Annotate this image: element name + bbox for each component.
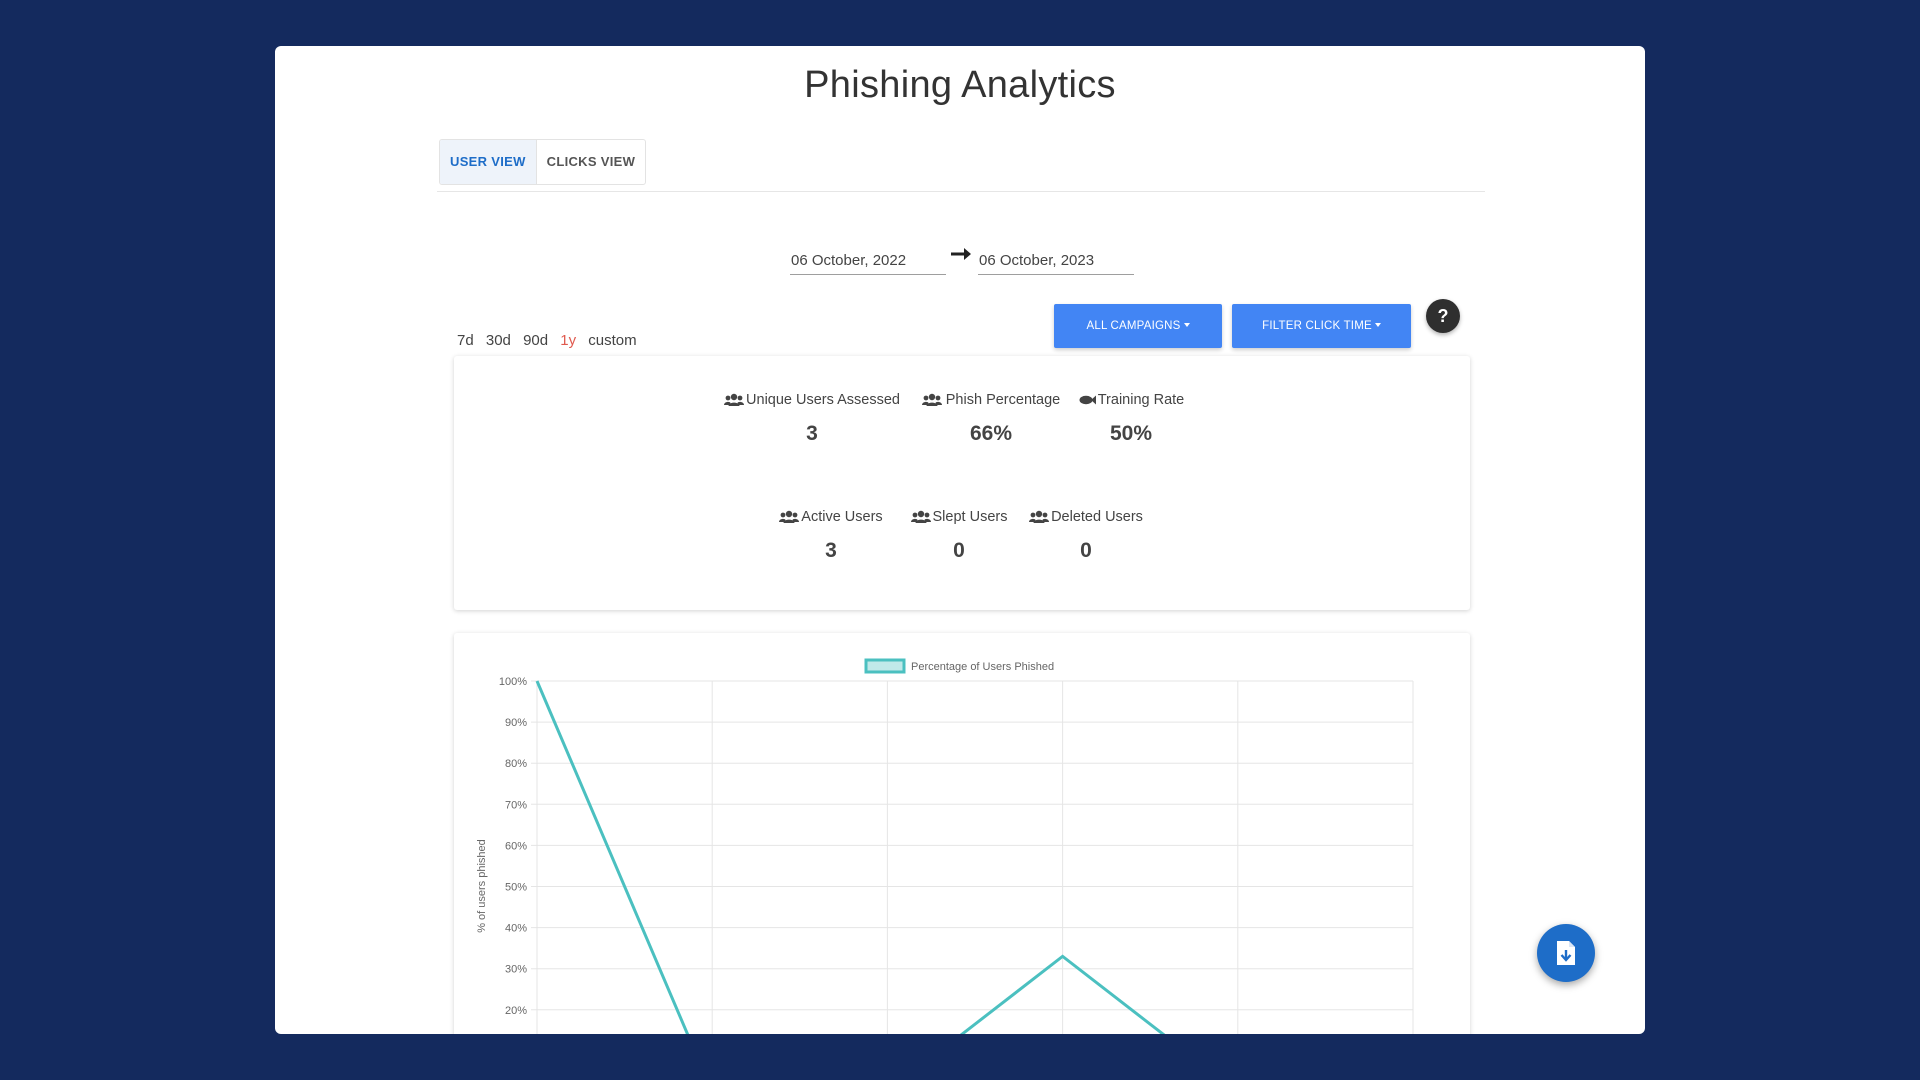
legend-swatch bbox=[864, 658, 906, 674]
download-report-button[interactable] bbox=[1537, 924, 1595, 982]
range-7d[interactable]: 7d bbox=[457, 332, 474, 349]
users-icon bbox=[910, 510, 931, 523]
y-tick-label: 70% bbox=[505, 799, 527, 811]
stat-slept-users: Slept Users 0 bbox=[904, 509, 1014, 563]
tab-user-view[interactable]: USER VIEW bbox=[440, 140, 537, 184]
arrow-right-icon bbox=[951, 248, 971, 260]
stat-active-users: Active Users 3 bbox=[776, 509, 886, 563]
phish-percentage-value: 66% bbox=[969, 422, 1013, 445]
chart-card: 100% 90% 80% 70% 60% 50% 40% 30% 20% % of users … bbox=[454, 633, 1470, 1034]
all-campaigns-label: ALL CAMPAIGNS bbox=[1086, 320, 1181, 332]
stats-card: Unique Users Assessed 3 Phish Percentage… bbox=[454, 356, 1470, 610]
range-selector: 7d 30d 90d 1y custom bbox=[457, 332, 645, 349]
range-90d[interactable]: 90d bbox=[523, 332, 549, 349]
y-tick-label: 20% bbox=[505, 1005, 527, 1017]
y-tick-label: 50% bbox=[505, 882, 527, 894]
filter-click-time-label: FILTER CLICK TIME bbox=[1262, 320, 1372, 332]
stat-training-rate: Training Rate 50% bbox=[1071, 392, 1191, 446]
caret-down-icon bbox=[1183, 323, 1190, 327]
caret-down-icon bbox=[1374, 323, 1381, 327]
slept-users-label: Slept Users bbox=[932, 509, 1008, 525]
analytics-panel: Phishing Analytics USER VIEW CLICKS VIEW… bbox=[275, 46, 1645, 1034]
stat-unique-users: Unique Users Assessed 3 bbox=[722, 392, 902, 446]
tabs-divider bbox=[437, 191, 1485, 192]
phish-percentage-label: Phish Percentage bbox=[945, 392, 1061, 408]
range-custom[interactable]: custom bbox=[588, 332, 637, 349]
all-campaigns-dropdown[interactable]: ALL CAMPAIGNS bbox=[1054, 304, 1222, 348]
y-tick-label: 100% bbox=[499, 676, 527, 688]
stat-phish-percentage: Phish Percentage 66% bbox=[921, 392, 1061, 446]
users-icon bbox=[921, 393, 942, 406]
y-tick-label: 30% bbox=[505, 964, 527, 976]
active-users-value: 3 bbox=[825, 539, 837, 562]
y-tick-label: 60% bbox=[505, 840, 527, 852]
users-icon bbox=[724, 393, 745, 406]
y-tick-label: 90% bbox=[505, 717, 527, 729]
slept-users-value: 0 bbox=[953, 539, 965, 562]
y-axis-label: % of users phished bbox=[476, 839, 488, 933]
users-icon bbox=[779, 510, 800, 523]
start-date-input[interactable] bbox=[790, 246, 946, 275]
unique-users-value: 3 bbox=[806, 422, 818, 445]
users-icon bbox=[1029, 510, 1050, 523]
stat-deleted-users: Deleted Users 0 bbox=[1024, 509, 1148, 563]
training-rate-label: Training Rate bbox=[1097, 392, 1185, 408]
range-30d[interactable]: 30d bbox=[485, 332, 511, 349]
range-1y[interactable]: 1y bbox=[560, 332, 577, 349]
fish-icon bbox=[1079, 395, 1096, 405]
file-download-icon bbox=[1557, 941, 1575, 965]
filter-click-time-dropdown[interactable]: FILTER CLICK TIME bbox=[1232, 304, 1411, 348]
deleted-users-label: Deleted Users bbox=[1051, 509, 1143, 525]
y-tick-label: 40% bbox=[505, 923, 527, 935]
view-tabs: USER VIEW CLICKS VIEW bbox=[439, 139, 647, 185]
unique-users-label: Unique Users Assessed bbox=[746, 392, 900, 408]
tab-clicks-view[interactable]: CLICKS VIEW bbox=[546, 154, 636, 169]
page-title: Phishing Analytics bbox=[804, 64, 1116, 106]
legend-label: Percentage of Users Phished bbox=[911, 661, 1054, 673]
active-users-label: Active Users bbox=[801, 509, 883, 525]
help-button[interactable]: ? bbox=[1426, 299, 1460, 333]
training-rate-value: 50% bbox=[1109, 422, 1153, 445]
phished-line-chart: 100% 90% 80% 70% 60% 50% 40% 30% 20% % of users … bbox=[476, 658, 1414, 1034]
deleted-users-value: 0 bbox=[1080, 539, 1092, 562]
end-date-input[interactable] bbox=[978, 246, 1134, 275]
series-line bbox=[535, 680, 1166, 1034]
y-tick-label: 80% bbox=[505, 758, 527, 770]
